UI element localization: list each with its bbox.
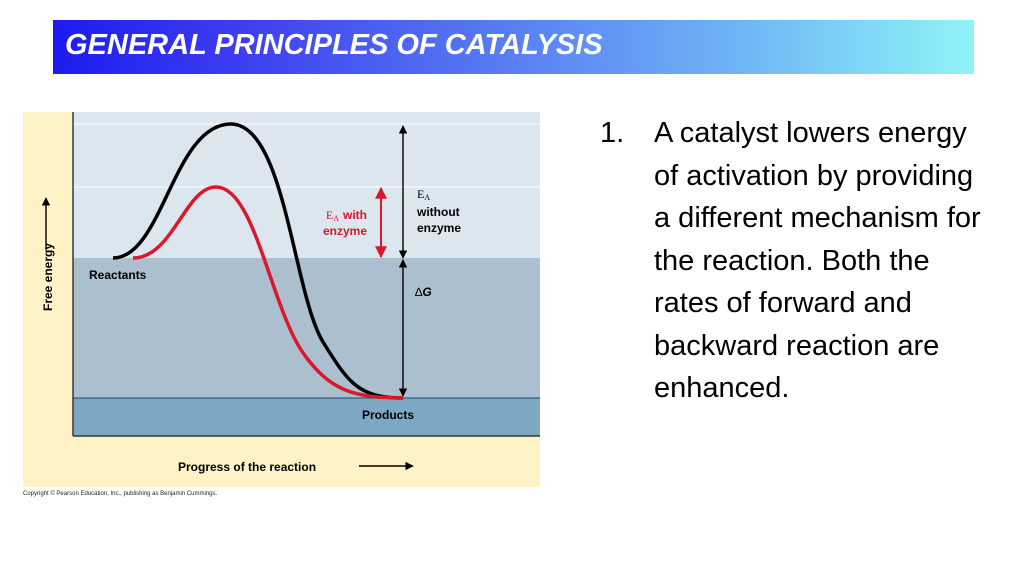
products-label: Products bbox=[362, 408, 414, 422]
bullet-text: A catalyst lowers energy of activation b… bbox=[654, 117, 981, 404]
ea-with-label-line2: enzyme bbox=[323, 224, 367, 238]
y-axis-label: Free energy bbox=[41, 243, 55, 311]
uncatalyzed-curve bbox=[112, 122, 404, 400]
bullet-number: 1. bbox=[600, 117, 625, 149]
delta-g-label: ∆G bbox=[415, 285, 432, 299]
products-band bbox=[73, 398, 540, 436]
ea-with-label: EA with bbox=[326, 208, 367, 223]
copyright-notice: Copyright © Pearson Education, Inc., pub… bbox=[23, 491, 218, 497]
ea-without-label: EA bbox=[417, 187, 430, 202]
ea-without-label-line1: without bbox=[416, 205, 460, 219]
reactants-label: Reactants bbox=[89, 268, 147, 282]
catalyzed-curve bbox=[132, 185, 404, 400]
upper-band bbox=[73, 112, 540, 258]
middle-band bbox=[73, 258, 540, 398]
energy-diagram: EA with enzyme EA without enzyme ∆G React… bbox=[23, 112, 540, 487]
ea-without-label-line2: enzyme bbox=[417, 221, 461, 235]
slide-title: GENERAL PRINCIPLES OF CATALYSIS bbox=[65, 29, 603, 61]
x-axis-label: Progress of the reaction bbox=[178, 460, 316, 474]
title-bar: GENERAL PRINCIPLES OF CATALYSIS bbox=[53, 20, 974, 74]
